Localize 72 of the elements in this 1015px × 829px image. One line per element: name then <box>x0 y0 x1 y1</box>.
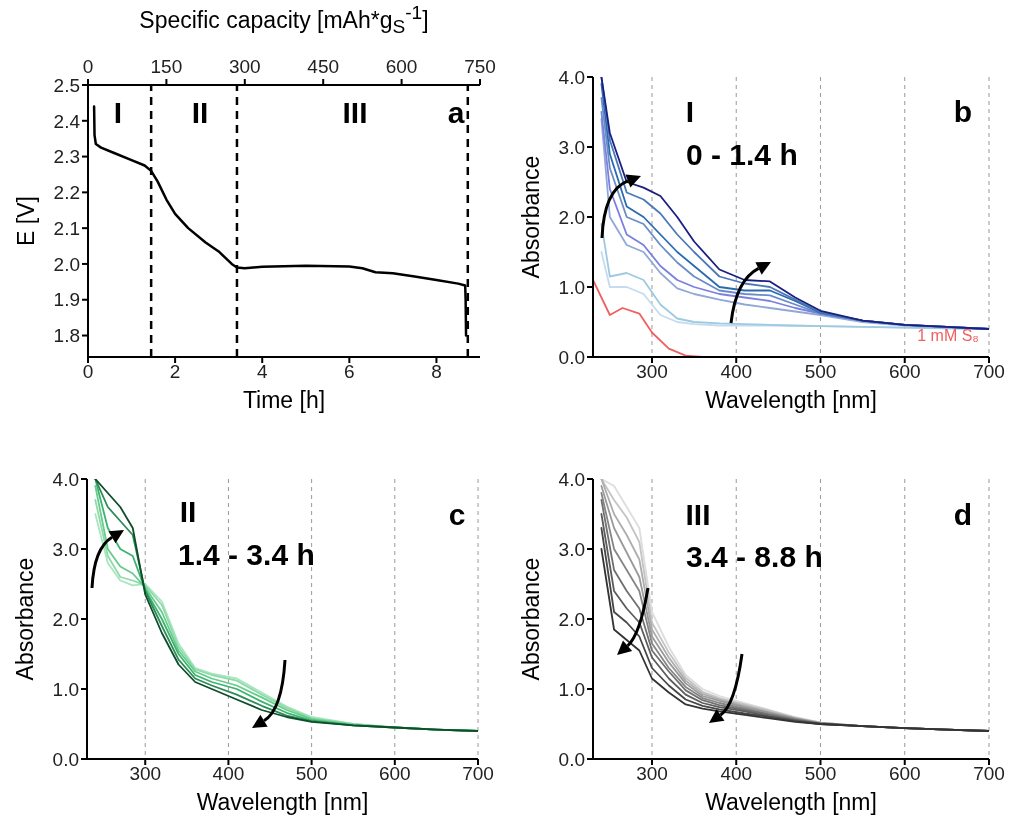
x-tick-label: 6 <box>344 361 355 383</box>
x-tick-label: 4 <box>256 361 268 383</box>
x-tick-label: 600 <box>378 763 411 785</box>
y-tick-label: 0.0 <box>558 748 585 770</box>
y-tick-label: 2.0 <box>52 608 79 630</box>
x-tick-label: 2 <box>169 361 181 383</box>
x2-tick-label: 600 <box>385 56 418 77</box>
x-tick-label: 600 <box>888 763 921 785</box>
x-tick-label: 300 <box>129 763 162 785</box>
y-tick-label: 1.0 <box>52 678 79 700</box>
y-axis-title: E [V] <box>12 196 40 246</box>
x2-tick-label: 300 <box>228 56 261 77</box>
y-tick-label: 4.0 <box>558 66 585 88</box>
x-tick-label: 400 <box>720 361 753 383</box>
y-tick-label: 2.1 <box>53 217 80 239</box>
y-axis-title: Absorbance <box>517 557 545 681</box>
series-label: 1 mM S₈ <box>917 327 979 345</box>
annotation: b <box>953 95 973 129</box>
y-tick-label: 1.8 <box>53 325 80 347</box>
annotation: III <box>685 498 711 532</box>
annotation: 3.4 - 8.8 h <box>686 540 823 574</box>
annotation: III <box>342 96 368 130</box>
x2-tick-label: 0 <box>82 56 94 77</box>
annotation: II <box>191 96 209 130</box>
y-tick-label: 1.9 <box>53 289 80 311</box>
x-tick-label: 500 <box>804 361 837 383</box>
annotation: 0 - 1.4 h <box>686 138 798 172</box>
x-tick-label: 0 <box>82 361 94 383</box>
annotation: c <box>448 498 466 532</box>
y-tick-label: 1.0 <box>558 276 585 298</box>
x-tick-label: 500 <box>804 763 837 785</box>
x-tick-label: 300 <box>636 361 668 383</box>
y-tick-label: 3.0 <box>558 136 585 158</box>
annotation: a <box>447 96 465 130</box>
y-tick-label: 2.3 <box>53 146 80 168</box>
x-tick-label: 700 <box>973 361 1005 383</box>
x-tick-label: 400 <box>720 763 753 785</box>
y-tick-label: 4.0 <box>52 468 79 490</box>
y-tick-label: 3.0 <box>558 538 585 560</box>
x-axis-title: Time [h] <box>242 387 326 414</box>
x-tick-label: 8 <box>431 361 442 383</box>
x2-tick-label: 150 <box>150 56 183 77</box>
annotation: d <box>953 498 973 532</box>
x-tick-label: 300 <box>636 763 668 785</box>
y-tick-label: 2.2 <box>53 182 80 204</box>
y-tick-label: 2.0 <box>53 253 80 275</box>
y-tick-label: 0.0 <box>558 346 585 368</box>
y-tick-label: 1.0 <box>558 678 585 700</box>
x-tick-label: 400 <box>212 763 245 785</box>
x-axis-title: Wavelength [nm] <box>196 789 369 816</box>
x2-axis-title: Specific capacity [mAh*g$_{S}$$^{-1}$] <box>139 2 429 39</box>
y-tick-label: 0.0 <box>52 748 79 770</box>
y-axis-title: Absorbance <box>11 557 39 681</box>
x-tick-label: 700 <box>462 763 494 785</box>
x2-tick-label: 750 <box>464 56 496 77</box>
x-axis-title: Wavelength [nm] <box>705 387 877 414</box>
x-axis-title: Wavelength [nm] <box>705 789 877 816</box>
annotation: 1.4 - 3.4 h <box>178 538 315 572</box>
y-axis-title: Absorbance <box>517 155 545 279</box>
y-tick-label: 4.0 <box>558 468 585 490</box>
y-tick-label: 2.4 <box>53 110 81 132</box>
y-tick-label: 3.0 <box>52 538 79 560</box>
x-tick-label: 500 <box>295 763 328 785</box>
x2-tick-label: 450 <box>307 56 340 77</box>
x-tick-label: 700 <box>973 763 1005 785</box>
annotation: I <box>685 95 695 129</box>
x-tick-label: 600 <box>888 361 921 383</box>
y-tick-label: 2.0 <box>558 608 585 630</box>
y-tick-label: 2.5 <box>53 74 80 96</box>
annotation: II <box>179 495 197 529</box>
annotation: I <box>113 96 123 130</box>
y-tick-label: 2.0 <box>558 206 585 228</box>
